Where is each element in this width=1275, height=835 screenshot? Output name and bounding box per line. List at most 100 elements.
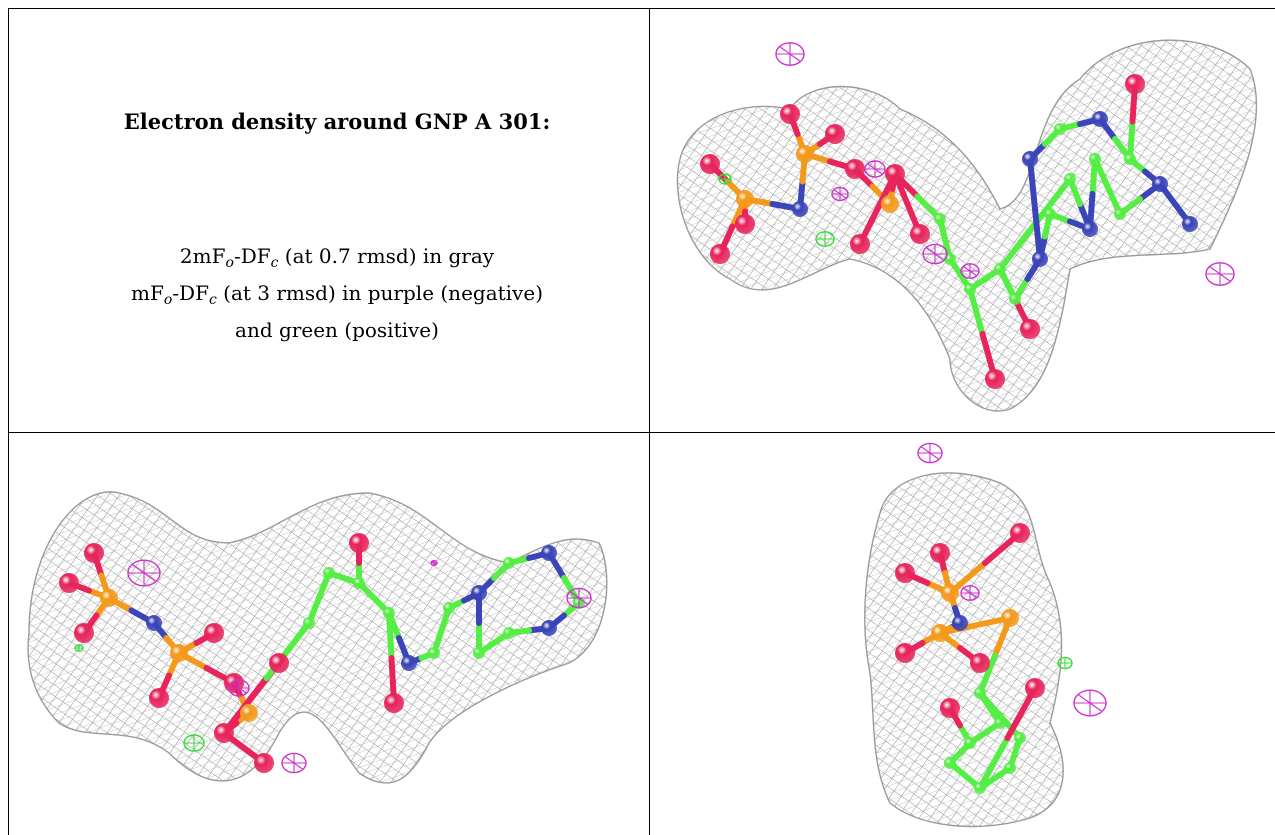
border-left bbox=[8, 8, 9, 835]
density-mesh-negative bbox=[566, 587, 592, 609]
caption-line-positive: and green (positive) bbox=[235, 318, 439, 342]
atom-sphere bbox=[895, 643, 915, 663]
atom-sphere bbox=[1014, 732, 1026, 744]
atom-sphere bbox=[254, 753, 274, 773]
density-mesh-negative bbox=[1205, 262, 1235, 286]
atom-sphere bbox=[100, 589, 118, 607]
atom-sphere bbox=[825, 124, 845, 144]
atom-sphere bbox=[974, 782, 986, 794]
density-mesh-positive bbox=[1057, 656, 1073, 670]
atom-sphere bbox=[1044, 208, 1056, 220]
atom-sphere bbox=[940, 698, 960, 718]
density-mesh-negative bbox=[960, 585, 980, 601]
atom-sphere bbox=[1064, 173, 1076, 185]
atom-sphere bbox=[881, 195, 899, 213]
atom-sphere bbox=[736, 190, 754, 208]
density-mesh-positive bbox=[718, 173, 732, 185]
density-mesh-negative bbox=[281, 752, 307, 774]
atom-sphere bbox=[503, 557, 515, 569]
atom-sphere bbox=[885, 164, 905, 184]
density-mesh-positive bbox=[815, 231, 835, 247]
atom-sphere bbox=[1182, 216, 1198, 232]
atom-sphere bbox=[796, 145, 814, 163]
density-mesh-negative bbox=[831, 186, 849, 202]
density-mesh-negative bbox=[960, 263, 980, 279]
atom-sphere bbox=[964, 283, 976, 295]
atom-sphere bbox=[204, 623, 224, 643]
caption-line-2mfo: 2mFo-DFc (at 0.7 rmsd) in gray bbox=[179, 244, 495, 271]
atom-sphere bbox=[934, 213, 946, 225]
atom-sphere bbox=[383, 607, 395, 619]
density-mesh-negative bbox=[1073, 689, 1107, 717]
atom-sphere bbox=[944, 757, 956, 769]
caption-title: Electron density around GNP A 301: bbox=[123, 109, 551, 134]
atom-sphere bbox=[1004, 762, 1016, 774]
atom-sphere bbox=[1025, 678, 1045, 698]
atom-sphere bbox=[1089, 153, 1101, 165]
caption: Electron density around GNP A 301: 2mFo-… bbox=[27, 9, 647, 427]
atom-sphere bbox=[384, 693, 404, 713]
atom-sphere bbox=[895, 563, 915, 583]
density-mesh-negative bbox=[775, 42, 805, 66]
caption-line-mfo: mFo-DFc (at 3 rmsd) in purple (negative) bbox=[131, 281, 543, 308]
atom-sphere bbox=[443, 602, 455, 614]
atom-sphere bbox=[1009, 293, 1021, 305]
density-mesh-positive bbox=[183, 734, 205, 752]
atom-sphere bbox=[503, 627, 515, 639]
atom-sphere bbox=[845, 159, 865, 179]
atom-sphere bbox=[473, 647, 485, 659]
atom-sphere bbox=[994, 263, 1006, 275]
atom-sphere bbox=[952, 615, 968, 631]
atom-sphere bbox=[349, 533, 369, 553]
atom-sphere bbox=[1092, 111, 1108, 127]
caption-cell: Electron density around GNP A 301: 2mFo-… bbox=[9, 9, 649, 432]
atom-sphere bbox=[985, 369, 1005, 389]
atom-sphere bbox=[1001, 609, 1019, 627]
atom-sphere bbox=[1032, 251, 1048, 267]
atom-sphere bbox=[401, 655, 417, 671]
atom-sphere bbox=[240, 704, 258, 722]
density-mesh-negative bbox=[228, 679, 250, 697]
atom-sphere bbox=[59, 573, 79, 593]
border-top bbox=[8, 8, 1275, 9]
atom-sphere bbox=[850, 234, 870, 254]
atom-sphere bbox=[149, 688, 169, 708]
atom-sphere bbox=[323, 567, 335, 579]
atom-sphere bbox=[700, 154, 720, 174]
view-bottom-left-cell bbox=[9, 433, 649, 835]
atom-sphere bbox=[1152, 176, 1168, 192]
atom-sphere bbox=[541, 545, 557, 561]
atom-sphere bbox=[941, 584, 959, 602]
view-bottom-right-cell bbox=[650, 433, 1275, 835]
atom-sphere bbox=[1022, 151, 1038, 167]
atom-sphere bbox=[353, 577, 365, 589]
atom-sphere bbox=[303, 617, 315, 629]
atom-sphere bbox=[970, 653, 990, 673]
density-view-top-right bbox=[676, 39, 1258, 412]
atom-sphere bbox=[974, 687, 986, 699]
atom-sphere bbox=[1124, 153, 1136, 165]
atom-sphere bbox=[170, 644, 188, 662]
atom-sphere bbox=[994, 717, 1006, 729]
atom-sphere bbox=[792, 201, 808, 217]
atom-sphere bbox=[214, 723, 234, 743]
atom-sphere bbox=[735, 214, 755, 234]
atom-sphere bbox=[428, 647, 440, 659]
atom-sphere bbox=[84, 543, 104, 563]
border-middle-horizontal bbox=[8, 432, 1275, 433]
atom-sphere bbox=[931, 624, 949, 642]
atom-sphere bbox=[146, 615, 162, 631]
density-view-bottom-left bbox=[27, 491, 608, 784]
view-top-right-cell bbox=[650, 9, 1275, 432]
atom-sphere bbox=[930, 543, 950, 563]
atom-sphere bbox=[1010, 523, 1030, 543]
density-mesh-negative bbox=[127, 559, 161, 587]
atom-sphere bbox=[1082, 221, 1098, 237]
density-mesh-negative bbox=[922, 243, 948, 265]
caption-description: 2mFo-DFc (at 0.7 rmsd) in gray mFo-DFc (… bbox=[27, 241, 647, 345]
density-mesh-negative bbox=[864, 160, 886, 178]
atom-sphere bbox=[780, 104, 800, 124]
atom-sphere bbox=[1054, 123, 1066, 135]
density-mesh-negative bbox=[917, 442, 943, 464]
